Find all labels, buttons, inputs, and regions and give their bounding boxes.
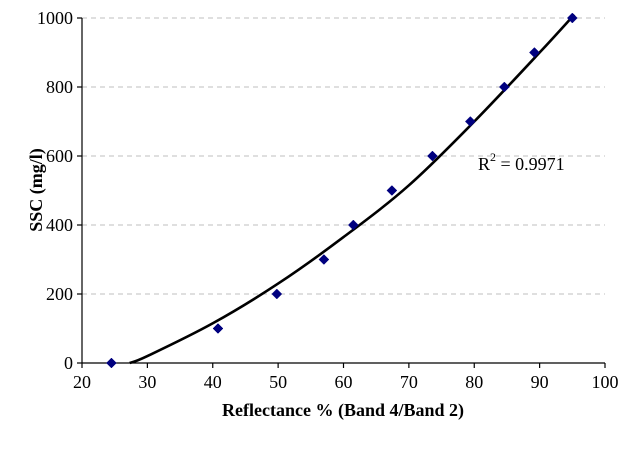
y-tick-label: 0 <box>64 353 73 373</box>
r-squared-annotation: R2 = 0.9971 <box>478 150 565 174</box>
trendline-group <box>129 13 576 365</box>
data-point <box>427 150 438 162</box>
gridlines <box>82 17 605 295</box>
r-squared-sup: 2 <box>490 150 496 164</box>
data-point <box>566 12 578 24</box>
data-point <box>498 81 510 93</box>
y-axis-title: SSC (mg/l) <box>26 148 47 232</box>
ticks: 0 200 400 600 800 1000 20 30 40 50 60 70 80 90 100 <box>37 8 619 392</box>
x-tick-label: 40 <box>204 372 222 392</box>
data-point <box>386 185 398 196</box>
data-point <box>106 357 117 369</box>
x-axis-title: Reflectance % (Band 4/Band 2) <box>222 400 464 421</box>
r-squared-base: R <box>478 154 490 174</box>
y-tick-label: 600 <box>46 146 73 166</box>
x-tick-label: 90 <box>531 372 549 392</box>
x-tick-label: 20 <box>73 372 91 392</box>
data-point <box>318 254 330 265</box>
axes <box>81 18 605 364</box>
x-tick-label: 50 <box>269 372 287 392</box>
x-tick-label: 80 <box>465 372 483 392</box>
x-tick-label: 30 <box>138 372 156 392</box>
data-point <box>347 219 359 231</box>
data-point <box>464 116 476 127</box>
x-tick-label: 60 <box>335 372 353 392</box>
y-tick-label: 1000 <box>37 8 73 28</box>
data-point <box>212 323 224 334</box>
r-squared-value: = 0.9971 <box>496 154 565 174</box>
trendline <box>129 13 576 365</box>
y-tick-label: 400 <box>46 215 73 235</box>
y-tick-label: 800 <box>46 77 73 97</box>
x-tick-label: 100 <box>592 372 619 392</box>
x-tick-label: 70 <box>400 372 418 392</box>
data-point <box>529 47 540 58</box>
y-tick-label: 200 <box>46 284 73 304</box>
data-points <box>106 12 578 369</box>
data-point <box>271 288 283 300</box>
